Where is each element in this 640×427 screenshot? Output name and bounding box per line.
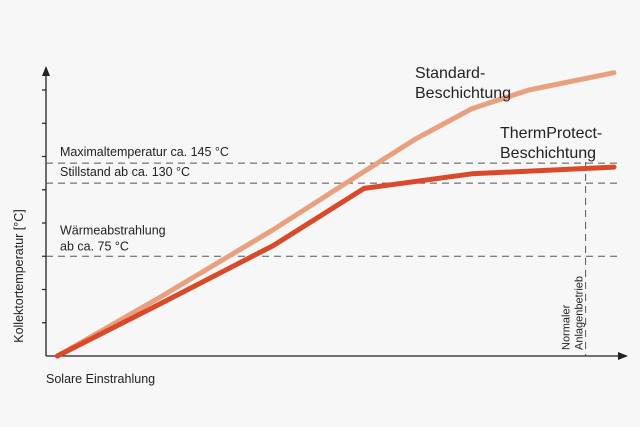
series-label-standard: Standard- <box>415 65 485 82</box>
reference-label-waerme: ab ca. 75 °C <box>60 239 129 253</box>
series-line-standard <box>54 70 617 359</box>
series-label-thermprotect: Beschichtung <box>500 145 596 162</box>
x-marker-label: Normaler <box>561 304 573 350</box>
reference-label-stillstand: Stillstand ab ca. 130 °C <box>60 165 190 179</box>
x-axis-arrow <box>618 352 628 360</box>
reference-label-max: Maximaltemperatur ca. 145 °C <box>60 145 229 159</box>
series-label-thermprotect: ThermProtect- <box>500 125 602 142</box>
reference-label-waerme: Wärmeabstrahlung <box>60 223 166 237</box>
x-axis-label: Solare Einstrahlung <box>46 372 155 386</box>
y-axis-label: Kollektortemperatur [°C] <box>12 209 26 343</box>
series-line-thermprotect <box>54 164 617 359</box>
series-label-standard: Beschichtung <box>415 85 511 102</box>
x-marker-label: Anlagenbetrieb <box>574 276 586 350</box>
y-axis-arrow <box>42 66 50 76</box>
